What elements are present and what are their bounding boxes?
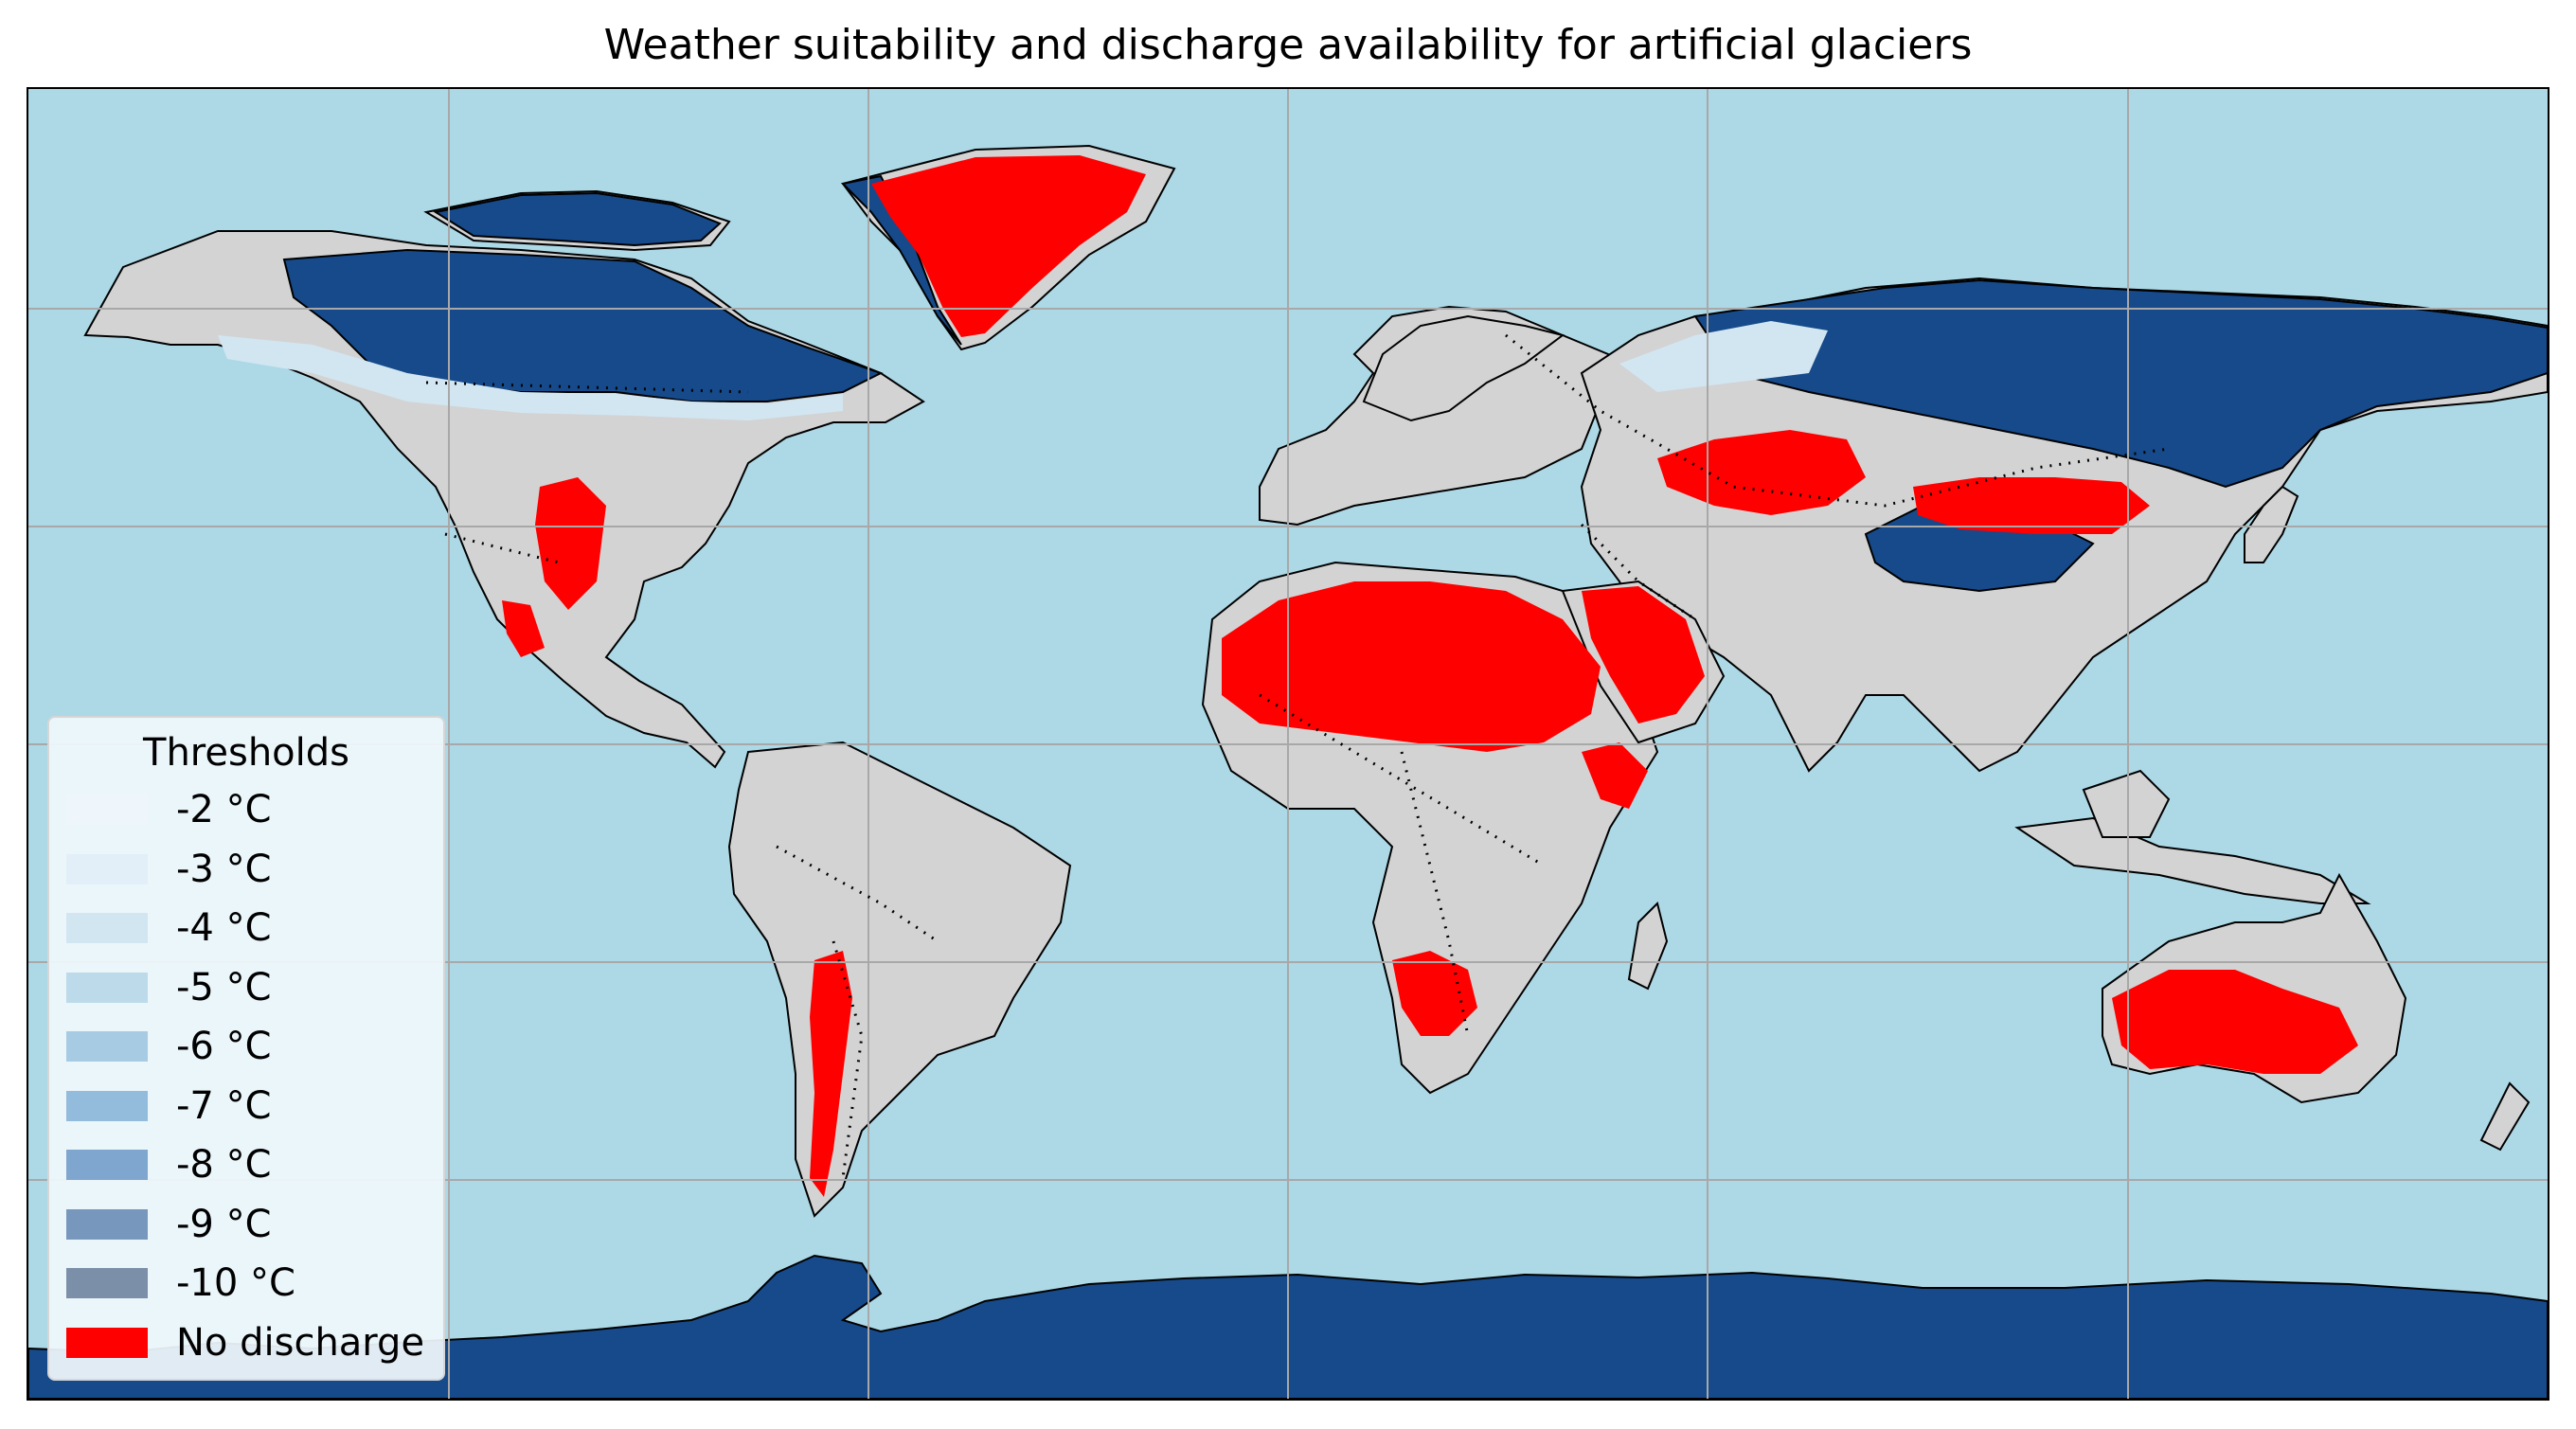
- legend-swatch: [66, 853, 148, 884]
- south-america-borders: [776, 845, 939, 1179]
- mongolia-no-discharge: [1913, 477, 2150, 534]
- map-title: Weather suitability and discharge availa…: [603, 21, 1973, 69]
- borneo: [2082, 769, 2171, 838]
- mexico-no-discharge: [502, 600, 545, 657]
- legend-label: -5 °C: [176, 965, 272, 1009]
- legend-label: -10 °C: [176, 1261, 295, 1305]
- legend-swatch: [66, 1031, 148, 1062]
- legend-label: No discharge: [176, 1320, 425, 1365]
- legend-swatch: [66, 1327, 148, 1358]
- us-canada-border: [425, 381, 749, 394]
- greenland-no-discharge: [871, 155, 1146, 337]
- central-asia-no-discharge: [1657, 430, 1866, 515]
- legend-item: -8 °C: [66, 1141, 436, 1188]
- country-borders: [425, 333, 2170, 1179]
- legend-item: -2 °C: [66, 786, 436, 833]
- siberia-threshold-band: [1619, 321, 1828, 392]
- legend-item: -9 °C: [66, 1201, 436, 1248]
- legend-item: -10 °C: [66, 1259, 436, 1307]
- legend-label: -2 °C: [176, 788, 272, 831]
- new-zealand: [2479, 1081, 2531, 1152]
- arabia-no-discharge: [1582, 586, 1705, 723]
- legend-label: -8 °C: [176, 1143, 272, 1187]
- legend-label: -7 °C: [176, 1083, 272, 1128]
- west-us-no-discharge: [535, 477, 606, 610]
- africa-borders: [1259, 693, 1545, 1037]
- east-africa-no-discharge: [1582, 742, 1648, 809]
- sahara-no-discharge: [1222, 581, 1601, 752]
- gridlines: [28, 89, 2548, 1399]
- canada-threshold-band: [218, 335, 843, 420]
- legend-swatch: [66, 972, 148, 1003]
- legend-swatch: [66, 913, 148, 943]
- legend-swatch: [66, 1090, 148, 1121]
- legend-item: No discharge: [66, 1319, 436, 1366]
- legend-swatch: [66, 1268, 148, 1298]
- legend-swatch: [66, 1150, 148, 1180]
- siberia-cold-zone: [1693, 278, 2548, 489]
- legend-swatch: [66, 795, 148, 825]
- canada-cold-zone: [282, 248, 884, 402]
- legend-label: -4 °C: [176, 906, 272, 950]
- arctic-islands-cold: [433, 191, 722, 247]
- madagascar: [1627, 902, 1669, 991]
- andes-no-discharge: [810, 951, 852, 1197]
- legend-swatch: [66, 1208, 148, 1240]
- europe: [1259, 305, 1621, 527]
- legend-item: -5 °C: [66, 964, 436, 1011]
- legend-item: -4 °C: [66, 904, 436, 952]
- map-canvas[interactable]: [28, 89, 2548, 1399]
- australia-no-discharge: [2112, 970, 2358, 1074]
- legend-title: Thresholds: [143, 731, 349, 775]
- legend-item: -6 °C: [66, 1023, 436, 1070]
- world-map[interactable]: [27, 87, 2549, 1401]
- legend-label: -3 °C: [176, 847, 272, 891]
- japan: [2244, 485, 2299, 563]
- legend-label: -6 °C: [176, 1025, 272, 1068]
- legend: Thresholds -2 °C -3 °C -4 °C -5 °C -6 °C -7 °…: [47, 716, 445, 1381]
- legend-item: -3 °C: [66, 846, 436, 893]
- legend-label: -9 °C: [176, 1202, 272, 1246]
- southern-africa-no-discharge: [1392, 951, 1477, 1036]
- us-mexico-border: [444, 532, 560, 564]
- legend-item: -7 °C: [66, 1082, 436, 1130]
